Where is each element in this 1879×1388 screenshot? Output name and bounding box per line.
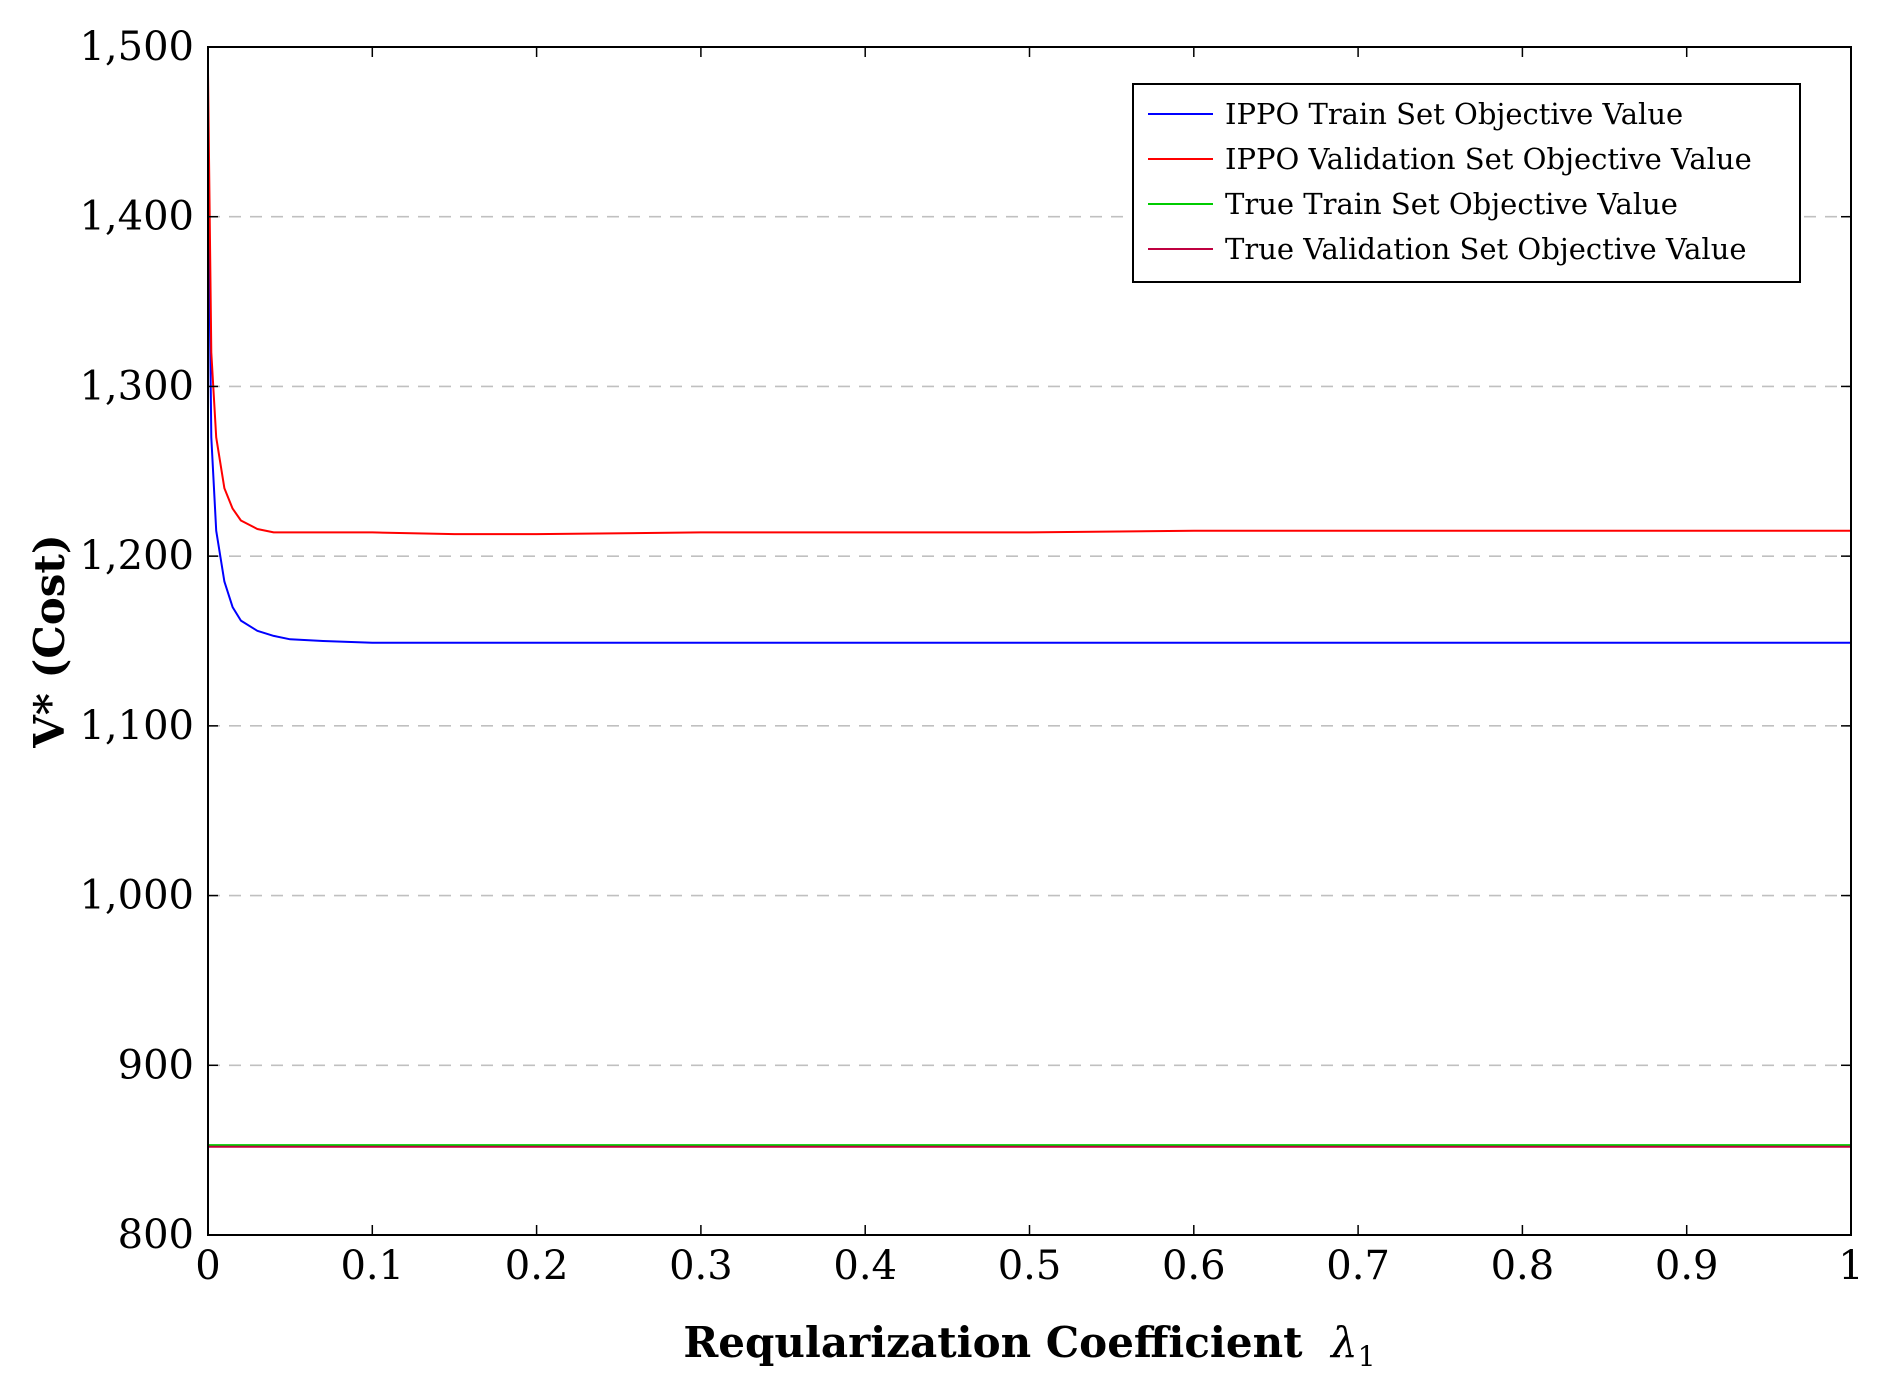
x-tick-label: 0.9 [1655,1243,1719,1289]
x-axis-tick-labels: 0 0.1 0.2 0.3 0.4 0.5 0.6 0.7 0.8 0.9 1 [195,1243,1863,1289]
x-tick-label: 0.7 [1326,1243,1390,1289]
y-axis-tick-labels: 800 900 1,000 1,100 1,200 1,300 1,400 1,500 [79,24,194,1258]
x-tick-label: 1 [1838,1243,1863,1289]
x-tick-label: 0.6 [1162,1243,1226,1289]
legend-label: IPPO Train Set Objective Value [1225,97,1683,131]
legend-box [1132,83,1801,283]
x-axis-title-text: Reqularization Coefficient [683,1318,1303,1367]
gridlines [208,215,1851,1067]
x-tick-label: 0.5 [998,1243,1062,1289]
legend-items: IPPO Train Set Objective Value IPPO Valid… [1148,97,1752,266]
x-tick-label: 0.3 [669,1243,733,1289]
x-tick-label: 0.2 [505,1243,569,1289]
y-tick-label: 800 [118,1212,194,1258]
x-axis-title: Reqularization Coefficient λ1 [683,1318,1375,1373]
legend-label: IPPO Validation Set Objective Value [1225,142,1752,176]
x-tick-label: 0.8 [1491,1243,1555,1289]
y-tick-label: 1,400 [79,194,194,240]
series-line-2 [207,72,1851,536]
y-tick-label: 1,000 [79,873,194,919]
legend: IPPO Train Set Objective Value IPPO Valid… [1132,83,1801,283]
axis-ticks [207,46,1852,1236]
y-tick-label: 1,200 [79,533,194,579]
x-axis-title-symbol: λ [1329,1318,1358,1367]
y-axis-title: V* (Cost) [25,534,74,748]
x-axis-title-subscript: 1 [1358,1340,1376,1373]
y-tick-label: 1,300 [79,363,194,409]
series-lines [207,72,1851,1148]
y-tick-label: 900 [118,1042,194,1088]
y-tick-label: 1,500 [79,24,194,70]
series-line-1 [207,148,1851,644]
x-tick-label: 0.1 [340,1243,404,1289]
legend-label: True Validation Set Objective Value [1225,232,1747,266]
x-tick-label: 0 [195,1243,220,1289]
x-tick-label: 0.4 [833,1243,897,1289]
y-tick-label: 1,100 [79,703,194,749]
legend-label: True Train Set Objective Value [1225,187,1678,221]
